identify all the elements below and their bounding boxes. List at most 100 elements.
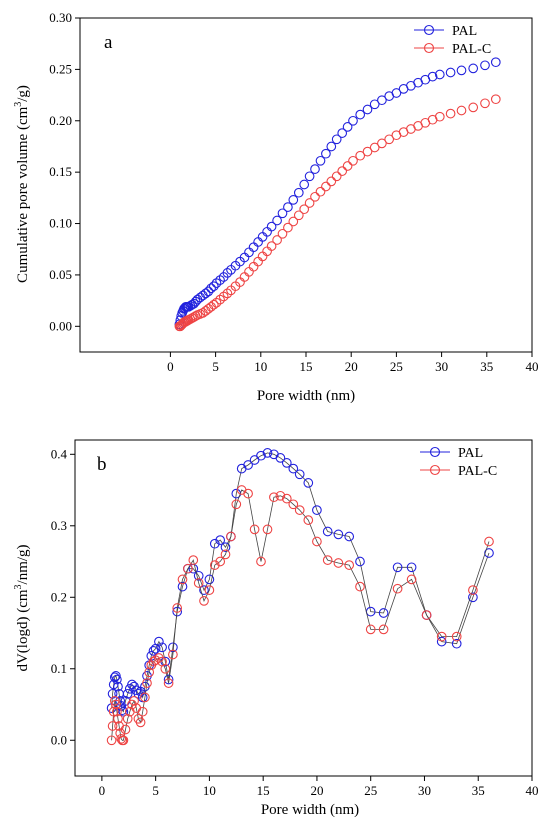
x-tick-label-b-7: 35: [472, 783, 485, 798]
point-b-1-50: [275, 490, 286, 501]
point-a-0-49: [342, 122, 353, 132]
point-a-1-66: [480, 98, 490, 109]
point-b-0-38: [204, 574, 215, 585]
point-b-1-43: [231, 499, 242, 510]
legend-label-palc-a: PAL-C: [452, 42, 491, 57]
point-a-0-33: [257, 232, 268, 242]
point-b-0-36: [193, 570, 204, 581]
point-b-1-56: [322, 555, 333, 565]
point-a-1-35: [266, 241, 277, 251]
point-a-0-48: [337, 128, 348, 138]
point-a-0-12: [187, 299, 197, 310]
legend-marker-pal-a: [423, 24, 435, 36]
point-b-1-13: [122, 713, 133, 724]
y-tick-label-b-0: 0.0: [51, 732, 67, 747]
point-b-0-40: [215, 535, 226, 545]
point-a-0-54: [377, 95, 387, 106]
point-b-1-46: [249, 524, 260, 535]
point-b-0-13: [122, 688, 133, 699]
legend-label-palc-b: PAL-C: [458, 464, 497, 479]
legend-label-pal-b: PAL: [458, 446, 483, 461]
point-a-0-31: [248, 242, 259, 253]
x-tick-label-b-4: 20: [310, 783, 323, 798]
point-b-0-30: [163, 674, 174, 685]
point-b-1-16: [129, 696, 139, 706]
axis-ticks-a: 0 5 10 15 20 25 30 35 40 0.00 0.05 0.10 0.15 0.20 0.25…: [49, 10, 538, 374]
point-b-1-45: [243, 488, 253, 499]
point-a-0-42: [304, 171, 315, 182]
point-b-0-3: [109, 672, 120, 683]
point-a-1-45: [321, 181, 331, 192]
point-a-0-20: [206, 283, 216, 294]
point-a-1-54: [377, 138, 387, 149]
y-tick-label-a-6: 0.30: [49, 10, 72, 25]
y-tick-label-b-3: 0.3: [51, 518, 67, 533]
point-a-0-32: [253, 237, 263, 247]
point-b-1-63: [406, 574, 417, 585]
point-a-0-66: [480, 60, 490, 71]
y-tick-label-b-4: 0.4: [51, 446, 68, 461]
point-a-1-65: [468, 102, 479, 113]
series-layer-a: [174, 57, 501, 332]
point-b-1-31: [168, 649, 178, 660]
point-a-0-34: [262, 226, 272, 237]
point-b-0-61: [378, 608, 389, 618]
point-a-0-44: [315, 155, 326, 166]
point-a-0-40: [293, 187, 304, 198]
point-a-0-37: [277, 208, 288, 219]
point-b-0-54: [303, 478, 314, 488]
point-a-1-48: [337, 166, 348, 176]
point-b-1-55: [312, 536, 322, 547]
point-b-0-45: [243, 460, 253, 470]
point-a-0-19: [203, 286, 214, 297]
point-a-0-64: [456, 65, 467, 76]
point-b-0-62: [392, 562, 403, 573]
point-b-1-38: [204, 585, 215, 595]
point-b-1-5: [112, 706, 122, 717]
point-b-1-37: [199, 596, 209, 606]
point-a-1-62: [434, 111, 445, 122]
point-a-0-62: [434, 69, 445, 80]
point-a-0-51: [355, 109, 366, 120]
point-a-1-44: [315, 186, 326, 197]
point-a-1-22: [211, 297, 222, 308]
point-b-0-28: [157, 642, 167, 653]
point-a-1-23: [215, 294, 225, 305]
point-b-0-6: [113, 681, 123, 692]
point-b-1-40: [215, 556, 226, 567]
x-tick-label-b-3: 15: [257, 783, 270, 798]
point-b-1-23: [144, 667, 155, 678]
point-b-0-1: [107, 688, 118, 699]
point-b-1-42: [226, 531, 236, 542]
point-b-1-62: [392, 583, 403, 594]
point-b-1-2: [108, 706, 119, 717]
point-a-0-53: [369, 99, 380, 110]
point-a-0-35: [266, 221, 277, 232]
point-a-1-53: [369, 142, 380, 153]
legend-a: PAL PAL-C: [414, 24, 491, 57]
point-b-0-5: [112, 674, 122, 685]
panel-a: a Pore width (nm) Cumulative pore volume…: [13, 10, 539, 404]
point-a-1-36: [272, 235, 282, 245]
point-b-1-12: [120, 724, 131, 735]
point-b-1-34: [183, 563, 193, 574]
point-b-0-58: [344, 531, 355, 542]
point-a-1-64: [456, 105, 467, 116]
point-b-1-61: [378, 624, 389, 635]
point-b-0-51: [281, 458, 292, 468]
y-tick-label-a-5: 0.25: [49, 61, 72, 76]
y-tick-label-a-3: 0.15: [49, 164, 72, 179]
plot-frame-a: [79, 17, 533, 353]
point-b-1-65: [436, 631, 447, 642]
point-b-0-52: [288, 463, 299, 474]
point-a-1-25: [222, 288, 233, 299]
point-a-1-37: [277, 228, 288, 239]
point-b-1-64: [421, 610, 432, 620]
point-b-1-4: [111, 699, 121, 710]
point-a-1-46: [326, 176, 337, 187]
y-tick-label-a-4: 0.20: [49, 113, 72, 128]
point-a-1-42: [304, 198, 315, 208]
x-axis-title-b: Pore width (nm): [261, 802, 359, 818]
panel-label-b: b: [97, 454, 107, 475]
panel-label-a: a: [104, 32, 113, 53]
